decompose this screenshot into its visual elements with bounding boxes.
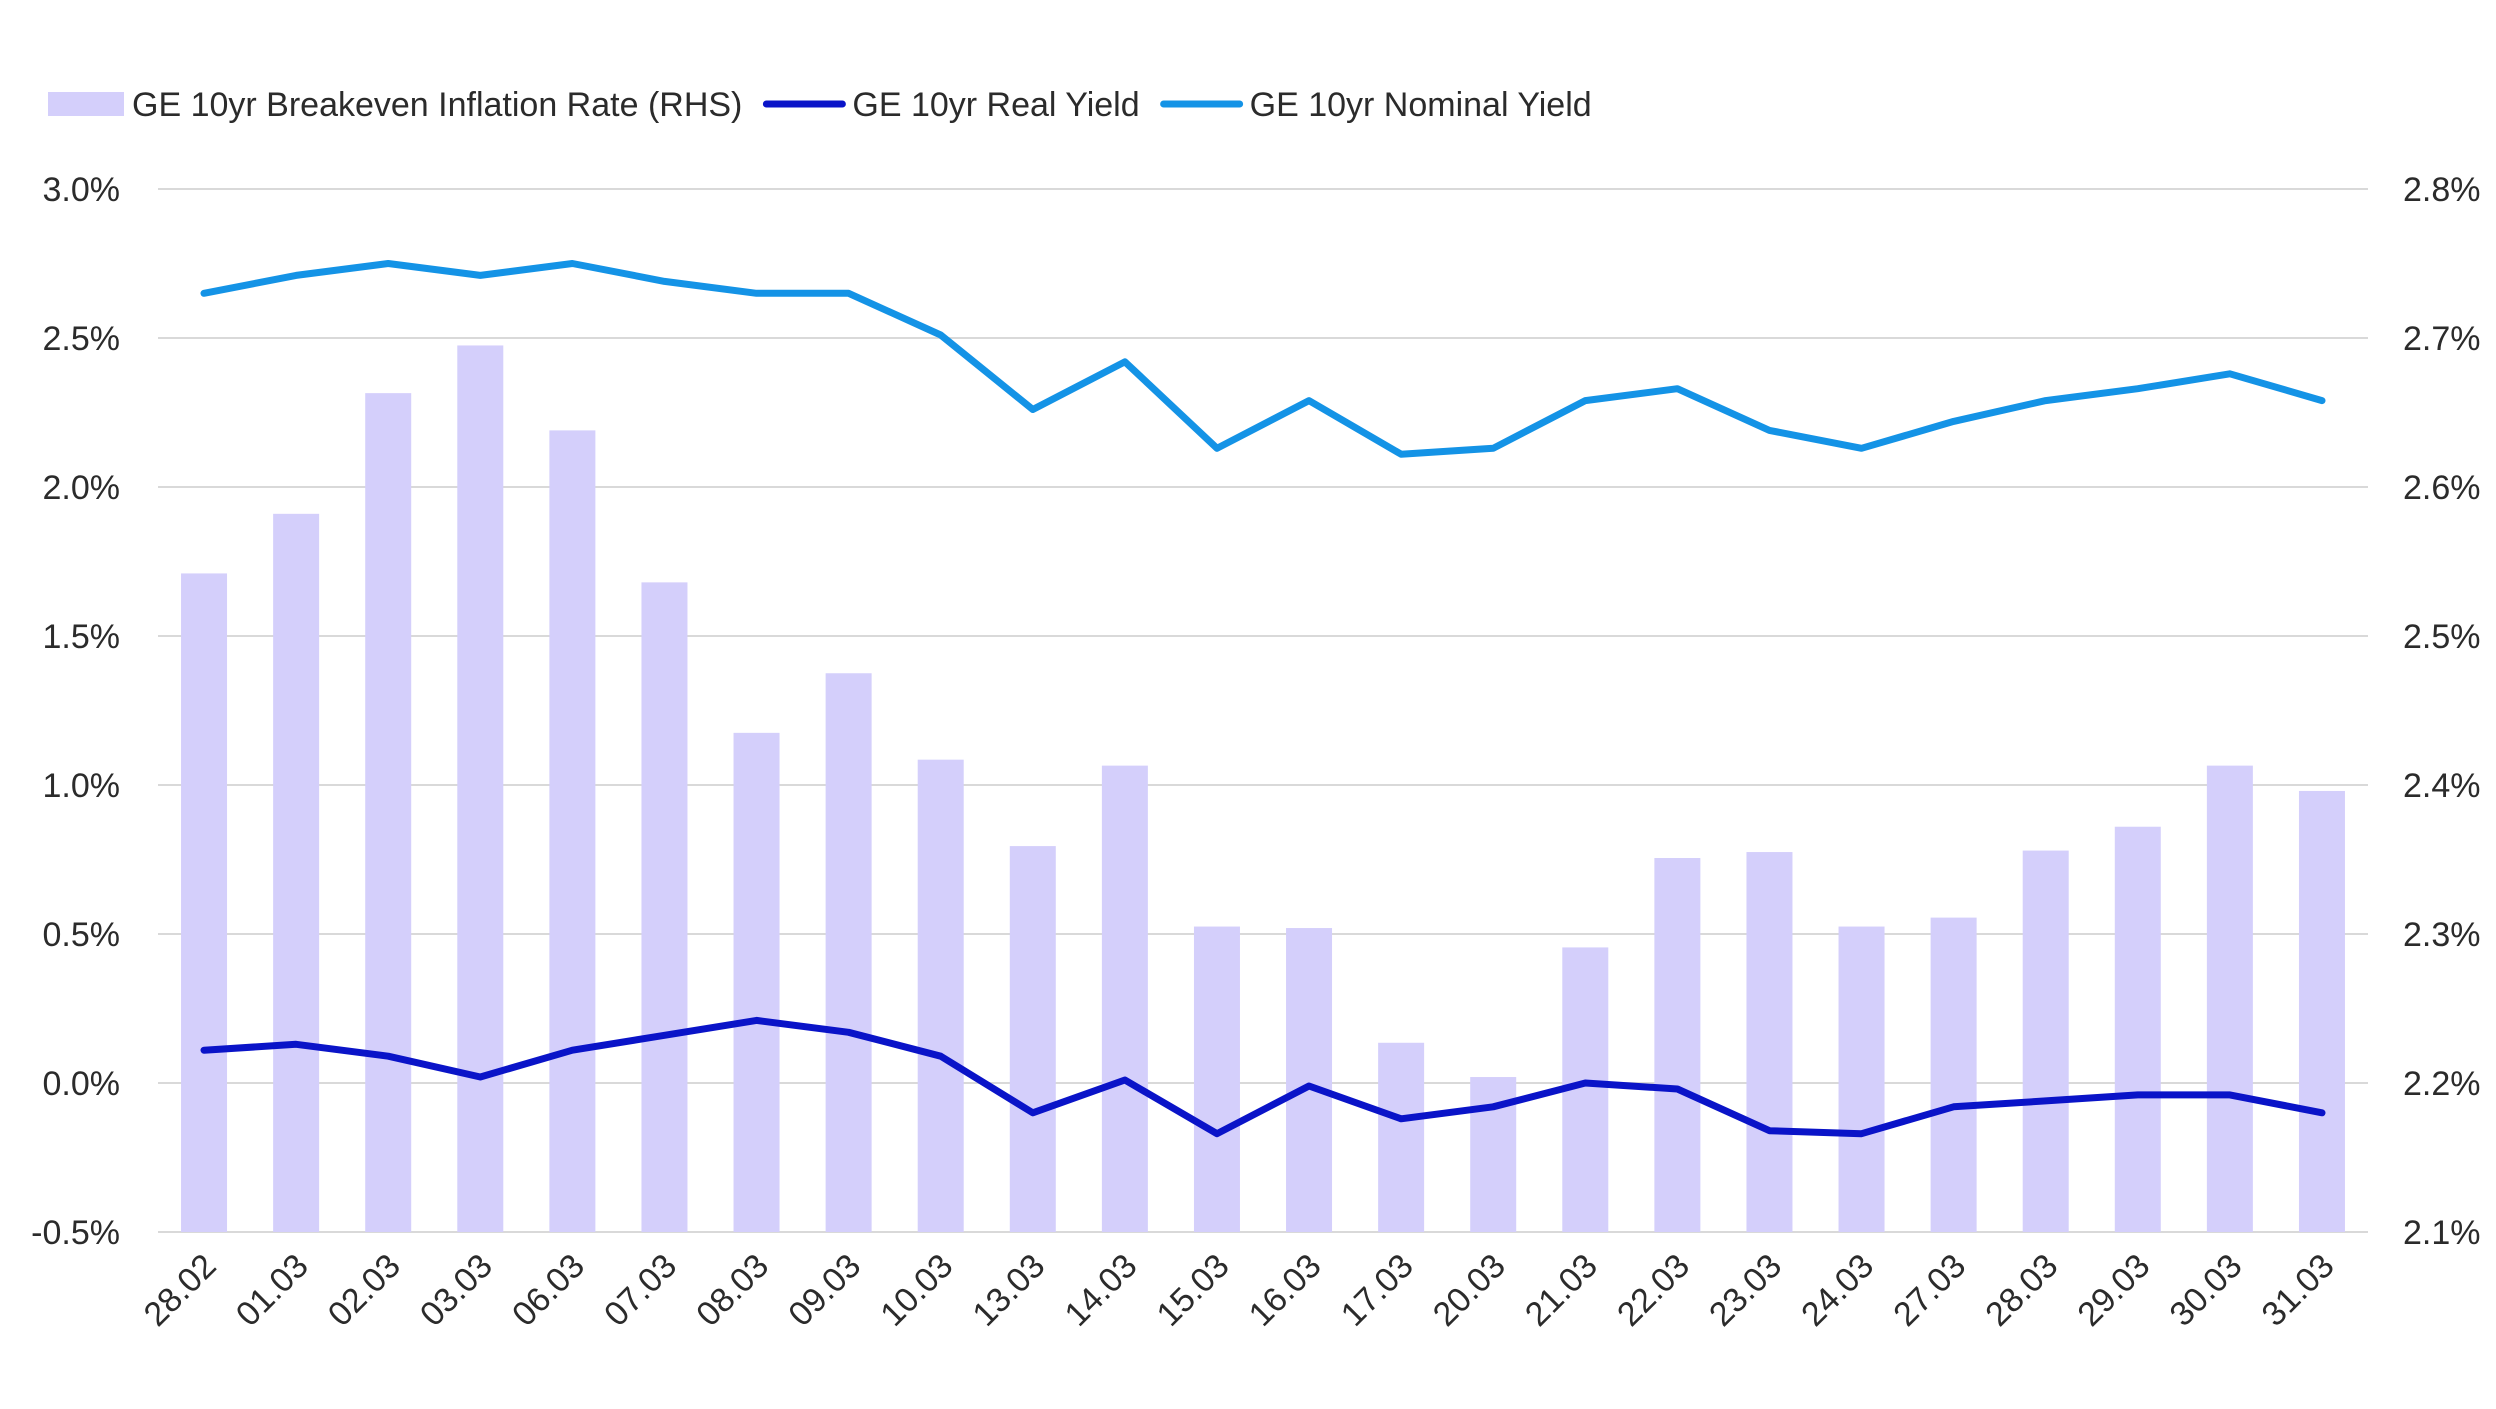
nominal-yield-line xyxy=(200,260,2326,458)
y-right-tick-label: 2.3% xyxy=(2403,916,2481,954)
x-tick-label: 30.03 xyxy=(2162,1247,2249,1334)
x-tick-label: 07.03 xyxy=(597,1247,684,1334)
breakeven-bar xyxy=(549,430,596,1232)
x-tick-label: 21.03 xyxy=(1518,1247,1605,1334)
y-left-tick-label: 3.0% xyxy=(43,171,121,209)
breakeven-bar xyxy=(1930,917,1977,1232)
breakeven-bar xyxy=(2022,850,2069,1232)
legend-label: GE 10yr Real Yield xyxy=(852,86,1139,124)
x-tick-label: 09.03 xyxy=(781,1247,868,1334)
breakeven-bar xyxy=(1378,1042,1425,1232)
left-y-axis: -0.5% 0.0% 0.5% 1.0% 1.5% 2.0% 2.5% 3.0% xyxy=(31,171,120,1252)
x-tick-label: 27.03 xyxy=(1886,1247,1973,1334)
breakeven-bar xyxy=(1746,852,1793,1232)
breakeven-bar xyxy=(1286,928,1333,1232)
breakeven-bar xyxy=(2114,826,2161,1232)
x-axis: 28.02 01.03 02.03 03.03 06.03 07.03 08.03 09.03… xyxy=(137,1247,2342,1334)
y-right-tick-label: 2.8% xyxy=(2403,171,2481,209)
legend-label: GE 10yr Breakeven Inflation Rate (RHS) xyxy=(132,86,742,124)
x-tick-label: 02.03 xyxy=(321,1247,408,1334)
y-left-tick-label: 1.0% xyxy=(43,767,121,805)
x-tick-label: 06.03 xyxy=(505,1247,592,1334)
breakeven-bar xyxy=(181,573,228,1232)
breakeven-bar xyxy=(1009,846,1056,1232)
x-tick-label: 14.03 xyxy=(1057,1247,1144,1334)
y-right-tick-label: 2.2% xyxy=(2403,1065,2481,1103)
real-yield-line xyxy=(200,1016,2326,1138)
x-tick-label: 16.03 xyxy=(1242,1247,1329,1334)
x-tick-label: 31.03 xyxy=(2255,1247,2342,1334)
breakeven-bar xyxy=(917,759,964,1232)
breakeven-bar xyxy=(365,393,412,1232)
x-tick-label: 08.03 xyxy=(689,1247,776,1334)
breakeven-bar xyxy=(2298,790,2345,1232)
gridlines xyxy=(158,188,2368,1233)
breakeven-bar xyxy=(1101,765,1148,1232)
x-tick-label: 23.03 xyxy=(1702,1247,1789,1334)
y-right-tick-label: 2.6% xyxy=(2403,469,2481,507)
x-tick-label: 10.03 xyxy=(873,1247,960,1334)
x-tick-label: 03.03 xyxy=(413,1247,500,1334)
y-right-tick-label: 2.4% xyxy=(2403,767,2481,805)
x-tick-label: 17.03 xyxy=(1334,1247,1421,1334)
x-tick-label: 24.03 xyxy=(1794,1247,1881,1334)
y-left-tick-label: 1.5% xyxy=(43,618,121,656)
breakeven-bar xyxy=(457,345,504,1232)
y-left-tick-label: -0.5% xyxy=(31,1214,120,1252)
x-tick-label: 22.03 xyxy=(1610,1247,1697,1334)
right-y-axis: 2.1% 2.2% 2.3% 2.4% 2.5% 2.6% 2.7% 2.8% xyxy=(2403,171,2481,1252)
legend: GE 10yr Breakeven Inflation Rate (RHS) GE… xyxy=(48,86,1592,124)
breakeven-bar xyxy=(1838,926,1885,1232)
breakeven-bar xyxy=(733,732,780,1232)
y-right-tick-label: 2.7% xyxy=(2403,320,2481,358)
y-right-tick-label: 2.1% xyxy=(2403,1214,2481,1252)
y-left-tick-label: 0.5% xyxy=(43,916,121,954)
breakeven-bar xyxy=(1193,926,1240,1232)
x-tick-label: 13.03 xyxy=(965,1247,1052,1334)
yield-lines xyxy=(200,260,2326,1138)
legend-label: GE 10yr Nominal Yield xyxy=(1250,86,1592,124)
breakeven-bar xyxy=(1654,858,1701,1232)
y-left-tick-label: 2.0% xyxy=(43,469,121,507)
y-left-tick-label: 0.0% xyxy=(43,1065,121,1103)
legend-swatch-bar xyxy=(48,92,124,116)
y-right-tick-label: 2.5% xyxy=(2403,618,2481,656)
breakeven-bar xyxy=(273,513,320,1232)
x-tick-label: 20.03 xyxy=(1426,1247,1513,1334)
x-tick-label: 28.02 xyxy=(137,1247,224,1334)
x-tick-label: 29.03 xyxy=(2070,1247,2157,1334)
y-left-tick-label: 2.5% xyxy=(43,320,121,358)
x-tick-label: 15.03 xyxy=(1150,1247,1237,1334)
x-tick-label: 28.03 xyxy=(1978,1247,2065,1334)
breakeven-bar xyxy=(2206,765,2253,1232)
breakeven-bar xyxy=(641,582,688,1232)
breakeven-bars xyxy=(181,345,2345,1232)
breakeven-bar xyxy=(825,673,872,1232)
x-tick-label: 01.03 xyxy=(229,1247,316,1334)
